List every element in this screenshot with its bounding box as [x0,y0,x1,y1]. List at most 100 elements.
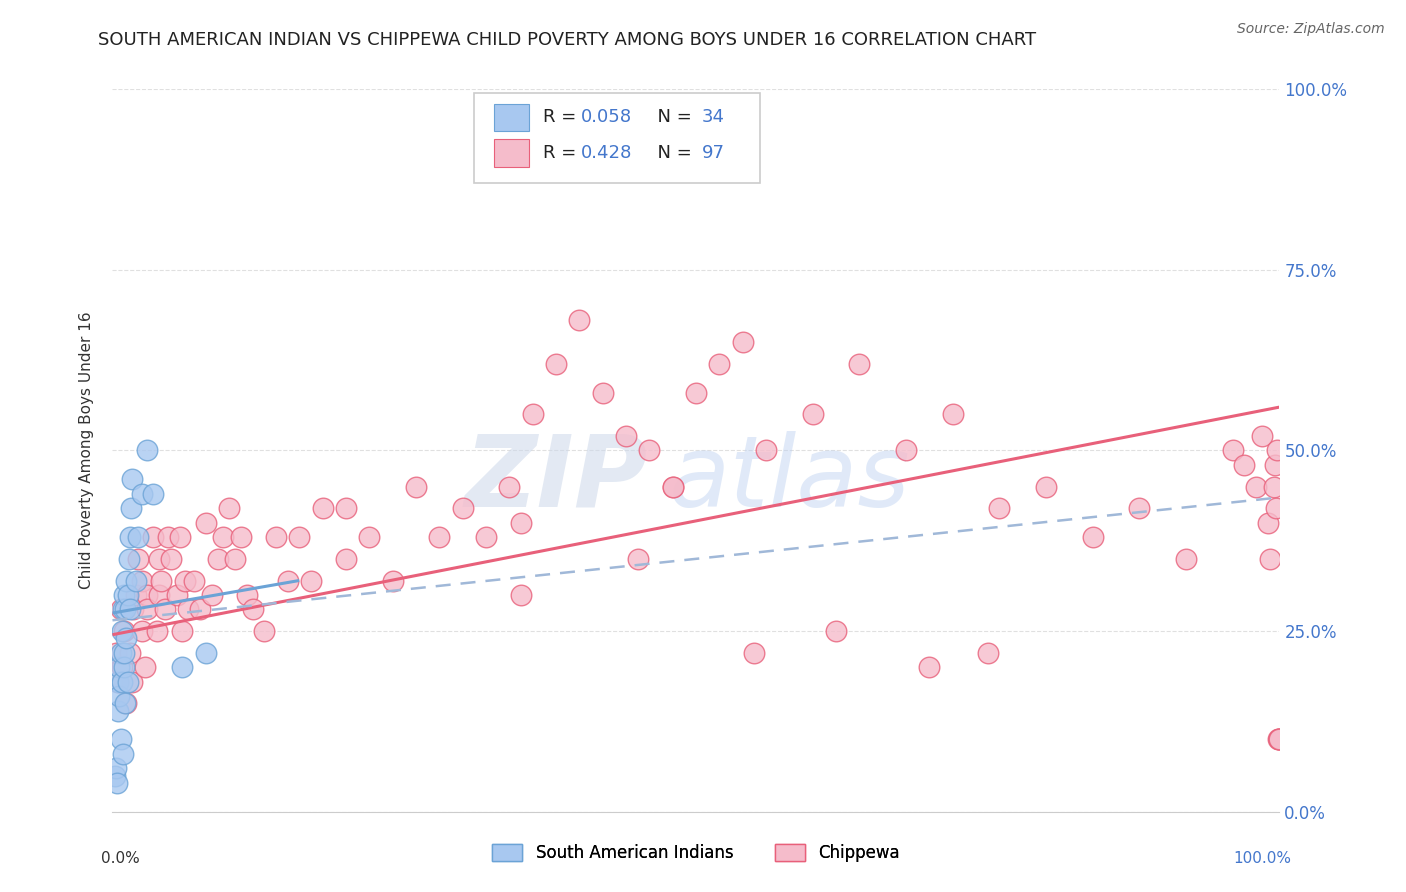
Point [111,674,134,689]
Point [427,530,450,544]
Point [509,516,531,530]
Point [1175,551,1198,566]
Point [183,574,205,588]
Point [127,530,149,544]
Point [405,480,427,494]
Point [121,472,143,486]
Text: R =: R = [543,144,582,161]
Point [108,689,131,703]
Point [522,407,544,421]
Text: 34: 34 [702,109,725,127]
Point [110,646,132,660]
Point [1265,443,1288,458]
Point [112,646,135,660]
Point [381,574,404,588]
Point [709,357,731,371]
Point [104,769,127,783]
Legend: South American Indians, Chippewa: South American Indians, Chippewa [485,837,907,869]
Point [498,480,520,494]
Point [142,487,165,501]
Point [276,574,298,588]
Point [160,551,183,566]
Point [131,624,153,639]
Point [131,574,153,588]
Point [153,602,176,616]
Point [1264,458,1286,472]
Point [509,588,531,602]
Point [755,443,778,458]
Point [120,501,142,516]
Point [136,588,159,602]
Point [207,551,229,566]
Point [1268,732,1291,747]
Text: 97: 97 [702,144,725,161]
Point [1258,551,1281,566]
Point [125,588,148,602]
Text: N =: N = [645,144,697,161]
Point [253,624,276,639]
FancyBboxPatch shape [494,139,529,167]
Point [451,501,474,516]
Point [111,602,134,616]
Point [544,357,567,371]
Point [131,487,153,501]
Point [359,530,381,544]
Point [1257,516,1279,530]
Point [638,443,661,458]
Point [1267,732,1289,747]
Point [118,551,141,566]
Point [117,588,139,602]
Point [627,551,650,566]
Point [1265,501,1288,516]
Point [125,574,148,588]
Point [172,660,194,674]
Point [1081,530,1104,544]
Point [136,602,159,616]
Text: 0.058: 0.058 [581,109,631,127]
Point [299,574,322,588]
Point [108,660,131,674]
Point [918,660,941,674]
Point [1233,458,1256,472]
Point [661,480,683,494]
Point [105,776,128,790]
Point [142,530,165,544]
FancyBboxPatch shape [494,103,529,131]
Point [264,530,287,544]
Point [1222,443,1244,458]
Point [1263,480,1285,494]
Point [127,551,149,566]
Point [1268,732,1291,747]
Point [188,602,211,616]
Point [122,602,145,616]
Point [115,632,138,646]
Text: R =: R = [543,109,582,127]
Point [112,624,135,639]
Point [104,646,127,660]
Point [177,602,200,616]
Text: 100.0%: 100.0% [1233,852,1291,866]
Point [194,516,217,530]
Point [112,588,135,602]
Point [112,660,135,674]
Point [1244,480,1267,494]
Point [115,574,138,588]
Point [801,407,824,421]
Point [1251,429,1274,443]
Point [107,704,129,718]
Point [568,313,591,327]
Point [110,732,132,747]
Point [744,646,766,660]
Point [136,443,159,458]
Text: Source: ZipAtlas.com: Source: ZipAtlas.com [1237,22,1385,37]
Point [114,696,136,710]
Point [110,602,132,616]
Point [592,385,614,400]
Point [169,530,191,544]
Point [224,551,246,566]
Point [1035,480,1057,494]
FancyBboxPatch shape [474,93,761,183]
Point [242,602,264,616]
Point [150,574,173,588]
Point [201,588,224,602]
